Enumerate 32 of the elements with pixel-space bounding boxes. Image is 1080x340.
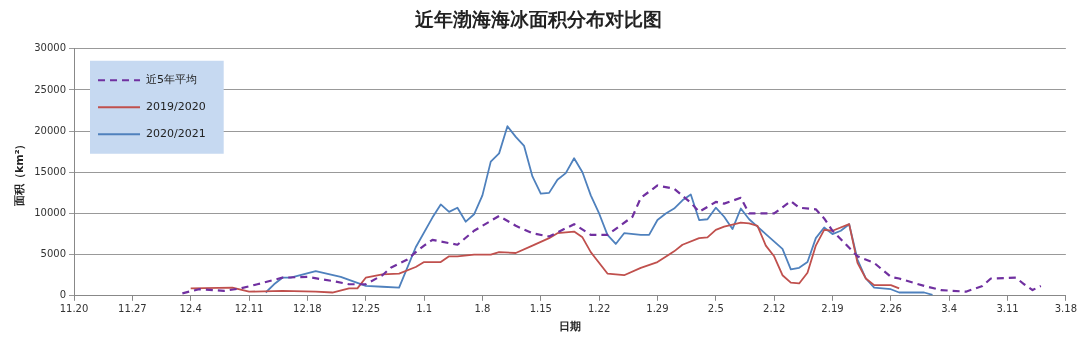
x-tick-label: 1.22: [587, 303, 611, 315]
x-tick-label: 12.4: [179, 303, 202, 315]
x-tick-label: 2.12: [763, 303, 786, 315]
y-tick-label: 30000: [34, 42, 67, 54]
x-tick-label: 3.4: [941, 303, 958, 315]
y-tick-label: 25000: [34, 83, 67, 95]
x-tick-label: 12.18: [293, 303, 322, 315]
y-tick-label: 0: [59, 289, 67, 301]
legend-label: 近5年平均: [146, 73, 198, 87]
y-tick-label: 20000: [34, 124, 67, 136]
y-tick-label: 15000: [34, 165, 67, 177]
x-tick-label: 3.18: [1054, 303, 1077, 315]
x-tick-label: 1.29: [646, 303, 669, 315]
chart-title: 近年渤海海冰面积分布对比图: [413, 8, 662, 31]
x-tick-label: 2.19: [821, 303, 844, 315]
legend-label: 2020/2021: [146, 127, 206, 141]
x-tick-label: 1.1: [416, 303, 433, 315]
x-tick-label: 2.5: [707, 303, 724, 315]
y-tick-label: 5000: [40, 248, 67, 260]
line-series: [181, 184, 1042, 295]
y-axis-title: 面积（km²）: [13, 138, 27, 208]
y-tick-label: 10000: [34, 207, 67, 219]
x-tick-label: 3.11: [996, 303, 1019, 315]
x-tick-label: 11.20: [59, 303, 89, 315]
x-tick-label: 2.26: [879, 303, 902, 315]
legend-label: 2019/2020: [146, 100, 206, 114]
x-axis-title: 日期: [558, 320, 581, 334]
x-tick-label: 1.8: [474, 303, 491, 315]
x-tick-label: 12.25: [351, 303, 381, 315]
x-tick-label: 1.15: [529, 303, 552, 315]
x-tick-label: 11.27: [118, 303, 147, 315]
x-tick-label: 12.11: [234, 303, 264, 315]
